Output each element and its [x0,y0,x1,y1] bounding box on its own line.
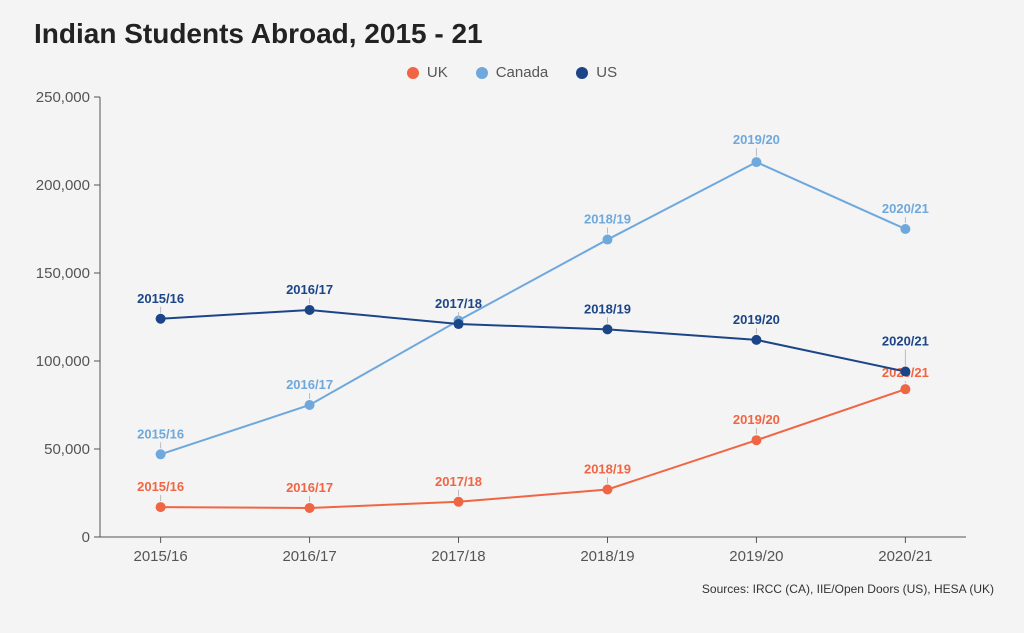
chart-title: Indian Students Abroad, 2015 - 21 [34,18,996,50]
svg-text:2015/16: 2015/16 [137,426,184,441]
sources-text: Sources: IRCC (CA), IIE/Open Doors (US),… [28,582,996,596]
svg-text:0: 0 [82,529,90,546]
svg-text:2015/16: 2015/16 [137,479,184,494]
line-chart-svg: 0 50,000 100,000 150,000 200,000 250,000 2015/… [28,85,996,575]
svg-text:2019/20: 2019/20 [733,312,780,327]
legend-dot-icon [576,67,588,79]
legend-label: UK [427,64,448,81]
legend-label: US [596,64,617,81]
svg-text:50,000: 50,000 [44,441,90,458]
svg-text:100,000: 100,000 [36,353,90,370]
svg-text:2019/20: 2019/20 [733,132,780,147]
svg-text:2016/17: 2016/17 [282,548,336,565]
legend-dot-icon [407,67,419,79]
legend-dot-icon [476,67,488,79]
plot-area: 0 50,000 100,000 150,000 200,000 250,000 2015/… [28,85,996,580]
svg-text:2020/21: 2020/21 [882,334,929,349]
legend: UK Canada US [28,64,996,81]
legend-item-us: US [576,64,617,81]
svg-text:2017/18: 2017/18 [435,296,482,311]
svg-text:2018/19: 2018/19 [580,548,634,565]
svg-text:2018/19: 2018/19 [584,461,631,476]
legend-item-canada: Canada [476,64,549,81]
svg-text:2017/18: 2017/18 [431,548,485,565]
legend-label: Canada [496,64,549,81]
legend-item-uk: UK [407,64,448,81]
svg-text:2017/18: 2017/18 [435,474,482,489]
svg-text:2018/19: 2018/19 [584,301,631,316]
svg-text:2016/17: 2016/17 [286,282,333,297]
svg-text:2016/17: 2016/17 [286,377,333,392]
svg-text:2015/16: 2015/16 [134,548,188,565]
svg-text:200,000: 200,000 [36,177,90,194]
svg-text:2016/17: 2016/17 [286,480,333,495]
svg-text:2019/20: 2019/20 [733,412,780,427]
svg-text:2020/21: 2020/21 [878,548,932,565]
svg-text:2018/19: 2018/19 [584,212,631,227]
svg-text:2020/21: 2020/21 [882,201,929,216]
chart-container: Indian Students Abroad, 2015 - 21 UK Cana… [0,0,1024,633]
svg-text:2019/20: 2019/20 [729,548,783,565]
svg-text:250,000: 250,000 [36,89,90,106]
svg-text:150,000: 150,000 [36,265,90,282]
svg-text:2015/16: 2015/16 [137,291,184,306]
